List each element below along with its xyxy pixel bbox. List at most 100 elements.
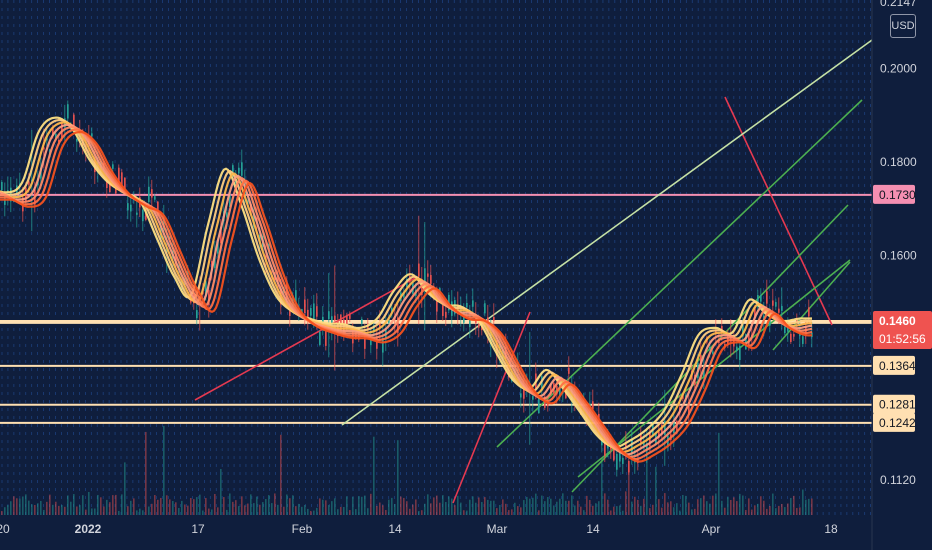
candle-body — [307, 309, 309, 319]
volume-bar — [457, 495, 459, 515]
volume-bar — [508, 510, 510, 515]
y-tick-label: 0.1120 — [880, 473, 916, 487]
volume-bar — [535, 493, 537, 515]
candle-body — [346, 315, 348, 329]
volume-bar — [190, 497, 192, 515]
time-scale[interactable] — [0, 515, 872, 550]
volume-bar — [175, 502, 177, 515]
candle-body — [205, 281, 207, 298]
volume-bar — [202, 510, 204, 515]
candle-body — [520, 393, 522, 398]
x-tick-label: 14 — [586, 522, 600, 536]
volume-bar — [715, 493, 717, 515]
candle-body — [250, 203, 252, 214]
volume-bar — [7, 505, 9, 515]
volume-bar — [232, 501, 234, 515]
volume-bar — [112, 495, 114, 515]
candle-body — [658, 431, 660, 438]
candle-body — [247, 200, 249, 204]
y-tick-label: 0.2147 — [880, 0, 917, 9]
volume-bar — [145, 431, 147, 515]
volume-bar — [73, 494, 75, 515]
candle-body — [604, 440, 606, 456]
level-badge-label: 0.1242 — [879, 416, 916, 430]
candle-body — [478, 324, 480, 328]
candle-body — [175, 252, 177, 265]
candle-body — [382, 338, 384, 353]
volume-bar — [4, 507, 6, 515]
candle-body — [232, 165, 234, 176]
volume-bar — [136, 510, 138, 515]
volume-bar — [265, 499, 267, 515]
volume-bar — [403, 497, 405, 515]
volume-bar — [751, 509, 753, 515]
candle-body — [445, 311, 447, 318]
volume-bar — [703, 495, 705, 515]
volume-bar — [28, 500, 30, 515]
volume-bar — [124, 462, 126, 515]
candle-body — [388, 318, 390, 323]
volume-bar — [580, 506, 582, 515]
level-badge — [873, 184, 915, 204]
candle-body — [328, 311, 330, 320]
candle-body — [277, 276, 279, 283]
volume-bar — [247, 503, 249, 515]
candle-body — [802, 336, 804, 344]
y-tick-label: 0.1600 — [880, 249, 917, 263]
volume-bar — [82, 495, 84, 515]
volume-bar — [625, 491, 627, 515]
volume-bar — [709, 503, 711, 515]
volume-bar — [481, 502, 483, 515]
candle-body — [550, 384, 552, 395]
volume-bar — [61, 505, 63, 515]
volume-bar — [85, 509, 87, 515]
volume-bar — [166, 495, 168, 515]
volume-bar — [37, 503, 39, 515]
volume-bar — [106, 499, 108, 515]
candle-body — [493, 317, 495, 321]
candle-body — [601, 439, 603, 446]
volume-bar — [439, 502, 441, 515]
volume-bar — [478, 497, 480, 515]
volume-bar — [220, 468, 222, 515]
currency-badge[interactable]: USD — [890, 14, 916, 38]
horizontal-levels — [0, 193, 872, 424]
volume-bar — [451, 498, 453, 515]
volume-bar — [298, 503, 300, 515]
volume-bar — [475, 502, 477, 515]
candle-body — [466, 302, 468, 308]
volume-bar — [304, 504, 306, 515]
volume-bar — [43, 509, 45, 515]
volume-bar — [22, 496, 24, 515]
volume-bar — [637, 499, 639, 515]
volume-bar — [526, 496, 528, 515]
trend-line — [724, 96, 833, 326]
volume-bar — [466, 510, 468, 515]
volume-bar — [34, 505, 36, 515]
candle-body — [361, 318, 363, 324]
candle-body — [616, 453, 618, 470]
candle-body — [76, 138, 78, 142]
volume-bar — [469, 499, 471, 515]
volume-bar — [421, 510, 423, 515]
x-tick-label: 20 — [0, 522, 10, 536]
candle-body — [124, 177, 126, 194]
price-badges: 0.14560.13640.12810.12420.17300.146001:5… — [873, 184, 932, 432]
volume-bar — [397, 440, 399, 515]
volume-bar — [541, 495, 543, 515]
candle-body — [754, 307, 756, 318]
candle-body — [673, 419, 675, 434]
volume-bar — [415, 499, 417, 515]
trend-line — [772, 261, 851, 351]
candle-body — [52, 127, 54, 136]
volume-bar — [532, 497, 534, 515]
candle-body — [322, 316, 324, 325]
volume-bar — [319, 498, 321, 515]
volume-bar — [409, 508, 411, 515]
volume-bar — [640, 505, 642, 515]
candle-body — [289, 311, 291, 316]
volume-bar — [244, 505, 246, 515]
candle-body — [664, 420, 666, 435]
volume-bar — [718, 432, 720, 515]
